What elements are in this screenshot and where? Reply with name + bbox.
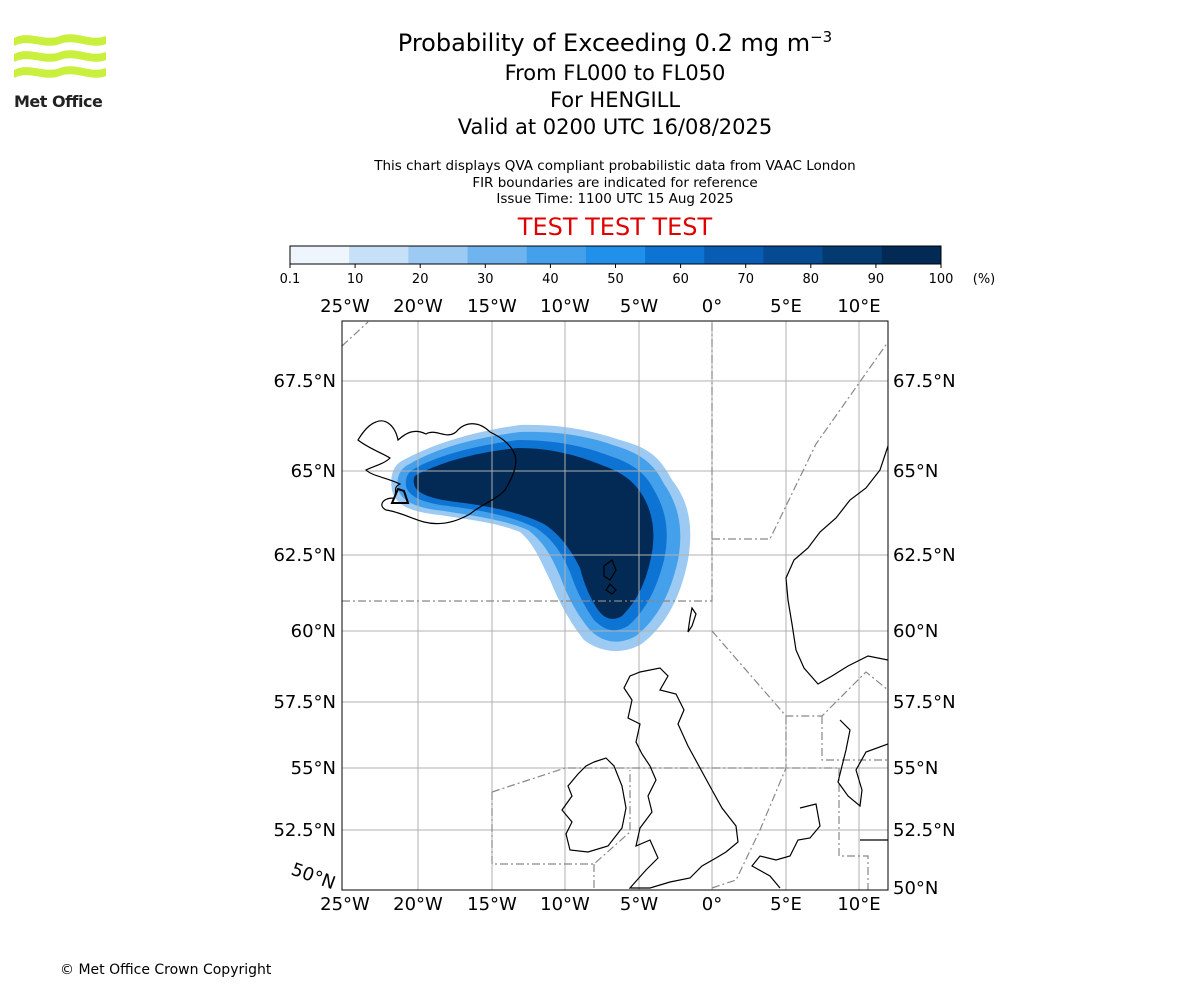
ash-probability-plume — [391, 424, 691, 652]
colorbar-cell — [704, 246, 764, 264]
lon-label: 10°E — [837, 894, 880, 915]
lat-label: 50°N — [893, 878, 938, 899]
colorbar-cell — [881, 246, 942, 264]
lat-label: 65°N — [291, 461, 336, 482]
met-office-waves-icon — [14, 34, 106, 78]
colorbar-cell — [645, 246, 705, 264]
lon-label: 20°W — [393, 894, 443, 915]
lon-label: 10°W — [540, 894, 590, 915]
lat-label: 67.5°N — [893, 371, 956, 392]
lon-labels-top: 25°W 20°W 15°W 10°W 5°W 0° 5°E 10°E — [320, 296, 880, 317]
lat-label: 62.5°N — [893, 545, 956, 566]
colorbar-tick-label: 20 — [412, 272, 429, 287]
lat-label: 60°N — [893, 621, 938, 642]
copyright-notice: © Met Office Crown Copyright — [60, 962, 272, 978]
lat-labels-left: 67.5°N 65°N 62.5°N 60°N 57.5°N 55°N 52.5… — [273, 371, 336, 841]
chart-notes: This chart displays QVA compliant probab… — [300, 158, 930, 208]
colorbar-cell — [763, 246, 824, 264]
graticule — [342, 321, 888, 890]
lat-label: 57.5°N — [273, 692, 336, 713]
colorbar-cell — [349, 246, 409, 264]
lon-label: 15°W — [467, 894, 517, 915]
title-valid-time: Valid at 0200 UTC 16/08/2025 — [457, 115, 773, 139]
title-volcano: For HENGILL — [549, 88, 681, 112]
title-main: Probability of Exceeding 0.2 mg m−3 — [300, 26, 930, 60]
lon-label: 5°E — [770, 296, 802, 317]
colorbar-tick-label: 70 — [737, 272, 754, 287]
note-line-2: FIR boundaries are indicated for referen… — [472, 174, 758, 191]
colorbar-cell — [585, 246, 646, 264]
colorbar-cells — [290, 246, 942, 264]
ireland-coast — [561, 757, 627, 853]
map-frame — [341, 320, 889, 891]
colorbar-tick-label: 0.1 — [280, 272, 301, 287]
met-office-logo: Met Office — [14, 30, 114, 115]
lon-labels-bottom: 25°W 20°W 15°W 10°W 5°W 0° 5°E 10°E — [320, 894, 880, 915]
note-line-1: This chart displays QVA compliant probab… — [374, 158, 856, 174]
test-banner: TEST TEST TEST — [517, 213, 713, 241]
colorbar-tick-label: 80 — [803, 272, 820, 287]
denmark-coast — [837, 719, 888, 808]
lat-labels-right: 67.5°N 65°N 62.5°N 60°N 57.5°N 55°N 52.5… — [893, 371, 956, 899]
lon-label: 25°W — [320, 894, 370, 915]
lat-label: 60°N — [291, 621, 336, 642]
faroe-coast — [603, 559, 617, 595]
title-exponent: −3 — [810, 28, 833, 46]
lon-label: 5°W — [620, 894, 658, 915]
colorbar-cell — [467, 246, 528, 264]
colorbar-ticks: 0.1 10 20 30 40 50 60 70 80 90 100 — [280, 264, 954, 287]
lon-label: 10°W — [540, 296, 590, 317]
lat-label: 52.5°N — [893, 820, 956, 841]
colorbar-tick-label: 40 — [542, 272, 559, 287]
great-britain-coast — [623, 667, 739, 889]
colorbar-unit: (%) — [973, 272, 996, 287]
fir-boundaries — [342, 321, 888, 890]
colorbar: 0.1 10 20 30 40 50 60 70 80 90 100 (%) — [280, 245, 996, 287]
title-levels: From FL000 to FL050 — [504, 61, 726, 85]
lat-label: 65°N — [893, 461, 938, 482]
colorbar-cell — [526, 246, 587, 264]
chart-title-block: Probability of Exceeding 0.2 mg m−3 From… — [300, 26, 930, 141]
colorbar-tick-label: 100 — [929, 272, 954, 287]
lon-label: 0° — [702, 894, 722, 915]
colorbar-tick-label: 60 — [672, 272, 689, 287]
title-main-text: Probability of Exceeding 0.2 mg m — [397, 29, 811, 57]
iceland-coast — [357, 420, 517, 525]
lon-label: 10°E — [837, 296, 880, 317]
met-office-logo-text: Met Office — [14, 92, 103, 111]
lon-label: 20°W — [393, 296, 443, 317]
lon-label: 5°E — [770, 894, 802, 915]
colorbar-tick-label: 10 — [347, 272, 364, 287]
coastlines — [357, 420, 888, 889]
lon-label: 25°W — [320, 296, 370, 317]
colorbar-cell — [290, 246, 350, 264]
lat-label-rotated: 50°N — [288, 859, 338, 894]
lat-label: 57.5°N — [893, 692, 956, 713]
lon-label: 15°W — [467, 296, 517, 317]
colorbar-tick-label: 50 — [607, 272, 624, 287]
lat-label: 52.5°N — [273, 820, 336, 841]
hengill-marker — [390, 487, 410, 504]
colorbar-cell — [822, 246, 883, 264]
lon-label: 0° — [702, 296, 722, 317]
lat-label: 62.5°N — [273, 545, 336, 566]
colorbar-tick-label: 90 — [868, 272, 885, 287]
norway-coast — [785, 445, 888, 685]
colorbar-cell — [408, 246, 469, 264]
lon-label: 5°W — [620, 296, 658, 317]
lat-label: 55°N — [291, 758, 336, 779]
lat-label: 67.5°N — [273, 371, 336, 392]
note-line-3: Issue Time: 1100 UTC 15 Aug 2025 — [496, 191, 734, 207]
lat-label: 55°N — [893, 758, 938, 779]
continent-coast — [751, 803, 821, 889]
shetland-coast — [687, 606, 697, 633]
colorbar-tick-label: 30 — [477, 272, 494, 287]
